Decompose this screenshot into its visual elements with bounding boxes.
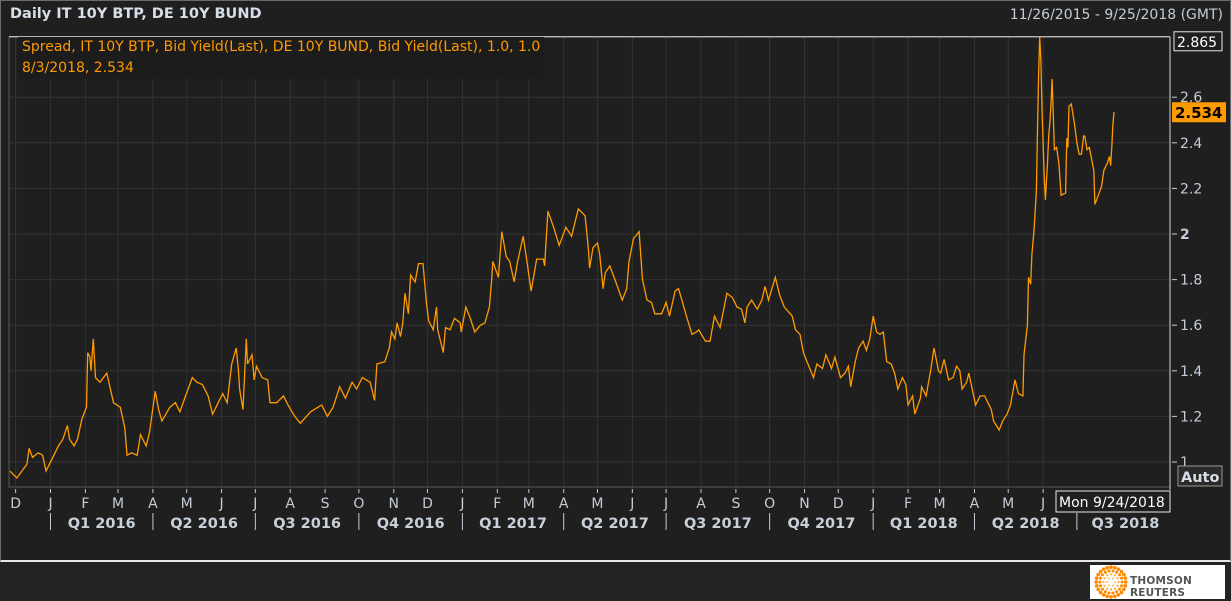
series-line xyxy=(9,36,1115,479)
month-label: M xyxy=(934,496,946,512)
month-label: D xyxy=(10,496,21,512)
month-label: A xyxy=(285,496,295,512)
month-label: J xyxy=(219,496,224,512)
auto-scale-button[interactable]: Auto xyxy=(1177,465,1223,487)
y-tick-label: 2.2 xyxy=(1180,181,1202,197)
legend-series-label: Spread, IT 10Y BTP, Bid Yield(Last), DE … xyxy=(22,39,541,55)
quarter-label: Q3 2016 xyxy=(273,516,341,532)
auto-button-label[interactable]: Auto xyxy=(1181,470,1219,486)
y-tick-label: 1 xyxy=(1180,455,1189,471)
month-label: M xyxy=(523,496,535,512)
reuters-dot-logo-icon xyxy=(1094,565,1128,599)
max-value-tag: 2.865 xyxy=(1173,31,1223,52)
y-tick-label: 1.2 xyxy=(1180,409,1202,425)
y-tick-label: 2.4 xyxy=(1180,136,1202,152)
month-label: M xyxy=(1002,496,1014,512)
month-label: N xyxy=(799,496,809,512)
y-tick-label: 1.8 xyxy=(1180,273,1202,289)
quarter-label: Q1 2016 xyxy=(68,516,136,532)
y-axis: 1 1.2 1.4 1.6 1.8 2 2.2 2.4 2.6 xyxy=(1172,90,1202,471)
month-label: F xyxy=(81,496,89,512)
month-label: J xyxy=(629,496,634,512)
legend-crosshair-value: 8/3/2018, 2.534 xyxy=(22,60,134,76)
month-label: J xyxy=(459,496,464,512)
quarter-label: Q1 2017 xyxy=(479,516,547,532)
quarter-label: Q3 2017 xyxy=(684,516,752,532)
month-label: J xyxy=(252,496,257,512)
cursor-date-label: Mon 9/24/2018 xyxy=(1059,495,1165,511)
month-label: O xyxy=(353,496,364,512)
last-value-label: 2.534 xyxy=(1175,104,1222,122)
month-label: D xyxy=(833,496,844,512)
legend: Spread, IT 10Y BTP, Bid Yield(Last), DE … xyxy=(18,37,545,79)
month-label: A xyxy=(696,496,706,512)
y-tick-label: 1.6 xyxy=(1180,318,1202,334)
month-label: A xyxy=(559,496,569,512)
month-label: F xyxy=(493,496,501,512)
logo-text: THOMSON REUTERS xyxy=(1130,575,1193,599)
month-label: A xyxy=(970,496,980,512)
quarter-label: Q2 2017 xyxy=(581,516,649,532)
chart-title: Daily IT 10Y BTP, DE 10Y BUND xyxy=(10,6,262,22)
y-tick-label: 2 xyxy=(1180,227,1190,243)
month-label: M xyxy=(181,496,193,512)
month-label: M xyxy=(112,496,124,512)
quarter-label: Q4 2017 xyxy=(787,516,855,532)
month-label: S xyxy=(321,496,330,512)
month-label: A xyxy=(148,496,158,512)
quarter-label: Q1 2018 xyxy=(890,516,958,532)
month-label: M xyxy=(591,496,603,512)
month-label: F xyxy=(904,496,912,512)
thomson-reuters-logo: THOMSON REUTERS xyxy=(1090,565,1225,599)
y-tick-label: 2.6 xyxy=(1180,90,1202,106)
date-range: 11/26/2015 - 9/25/2018 (GMT) xyxy=(1009,7,1223,23)
month-label: O xyxy=(764,496,775,512)
last-value-tag: 2.534 xyxy=(1172,102,1226,123)
month-label: S xyxy=(731,496,740,512)
month-label: N xyxy=(389,496,399,512)
series-polyline xyxy=(9,36,1115,479)
month-label: J xyxy=(1040,496,1045,512)
month-label: J xyxy=(47,496,52,512)
month-label: D xyxy=(422,496,433,512)
quarter-label: Q4 2016 xyxy=(377,516,445,532)
y-tick-label: 1.4 xyxy=(1180,364,1202,380)
quarter-label: Q2 2018 xyxy=(992,516,1060,532)
max-value-label: 2.865 xyxy=(1177,35,1217,51)
quarter-label: Q3 2018 xyxy=(1092,516,1160,532)
month-label: J xyxy=(870,496,875,512)
x-axis: D J F M A M J J A S O N D J F M A M J J A S O N D J F M A M J Q1 2016 Q2… xyxy=(10,489,1159,532)
grid xyxy=(9,37,1170,487)
cursor-date-tag: Mon 9/24/2018 xyxy=(1055,490,1171,513)
month-label: J xyxy=(663,496,668,512)
quarter-label: Q2 2016 xyxy=(170,516,238,532)
